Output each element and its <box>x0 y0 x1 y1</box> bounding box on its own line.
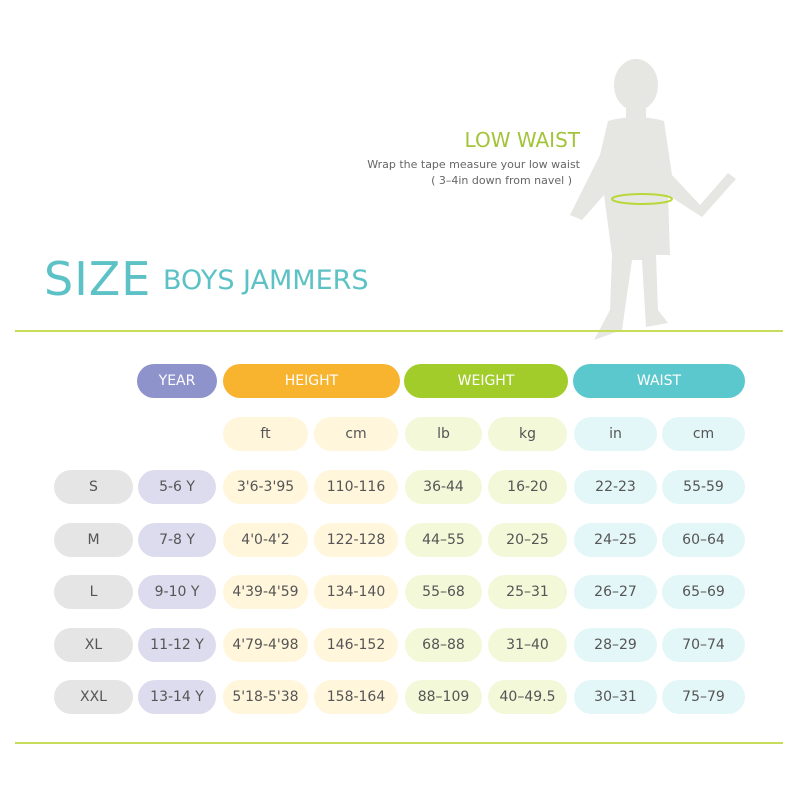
table-cell: 110-116 <box>314 470 398 504</box>
table-cell: 88–109 <box>405 680 482 714</box>
size-label: L <box>54 575 133 609</box>
table-cell: 30–31 <box>574 680 657 714</box>
table-cell: 26–27 <box>574 575 657 609</box>
unit-header: lb <box>405 417 482 451</box>
unit-header: ft <box>223 417 308 451</box>
table-cell: 68–88 <box>405 628 482 662</box>
unit-header: kg <box>488 417 567 451</box>
table-cell: 55–68 <box>405 575 482 609</box>
table-cell: 25–31 <box>488 575 567 609</box>
table-cell: 31–40 <box>488 628 567 662</box>
table-cell: 122-128 <box>314 523 398 557</box>
page-title: SIZE <box>44 252 152 306</box>
table-cell: 75–79 <box>662 680 745 714</box>
low-waist-description: Wrap the tape measure your low waist ( 3… <box>300 157 580 189</box>
table-cell: 65–69 <box>662 575 745 609</box>
table-cell: 20–25 <box>488 523 567 557</box>
table-cell: 55-59 <box>662 470 745 504</box>
header-height: HEIGHT <box>223 364 400 398</box>
unit-header: cm <box>314 417 398 451</box>
table-cell: 44–55 <box>405 523 482 557</box>
table-cell: 158-164 <box>314 680 398 714</box>
table-cell: 4'0-4'2 <box>223 523 308 557</box>
table-cell: 16-20 <box>488 470 567 504</box>
size-label: S <box>54 470 133 504</box>
table-cell: 40–49.5 <box>488 680 567 714</box>
header-year: YEAR <box>137 364 217 398</box>
size-label: XXL <box>54 680 133 714</box>
header-waist: WAIST <box>573 364 745 398</box>
table-cell: 5'18-5'38 <box>223 680 308 714</box>
low-waist-line1: Wrap the tape measure your low waist <box>367 158 580 171</box>
table-cell: 134-140 <box>314 575 398 609</box>
year-label: 5-6 Y <box>138 470 216 504</box>
table-cell: 4'79-4'98 <box>223 628 308 662</box>
header-weight: WEIGHT <box>404 364 568 398</box>
table-cell: 28–29 <box>574 628 657 662</box>
unit-header: in <box>574 417 657 451</box>
page-subtitle: BOYS JAMMERS <box>163 265 369 296</box>
low-waist-title: LOW WAIST <box>464 128 580 152</box>
year-label: 7-8 Y <box>138 523 216 557</box>
table-cell: 24–25 <box>574 523 657 557</box>
child-silhouette-icon <box>570 59 736 340</box>
table-cell: 3'6-3'95 <box>223 470 308 504</box>
divider-bottom <box>15 742 783 744</box>
table-cell: 4'39-4'59 <box>223 575 308 609</box>
year-label: 13-14 Y <box>138 680 216 714</box>
table-cell: 146-152 <box>314 628 398 662</box>
table-cell: 22-23 <box>574 470 657 504</box>
year-label: 9-10 Y <box>138 575 216 609</box>
divider-top <box>15 330 783 332</box>
table-cell: 70–74 <box>662 628 745 662</box>
low-waist-line2: ( 3–4in down from navel ) <box>431 174 572 187</box>
size-label: XL <box>54 628 133 662</box>
unit-header: cm <box>662 417 745 451</box>
table-cell: 36-44 <box>405 470 482 504</box>
year-label: 11-12 Y <box>138 628 216 662</box>
table-cell: 60–64 <box>662 523 745 557</box>
size-label: M <box>54 523 133 557</box>
